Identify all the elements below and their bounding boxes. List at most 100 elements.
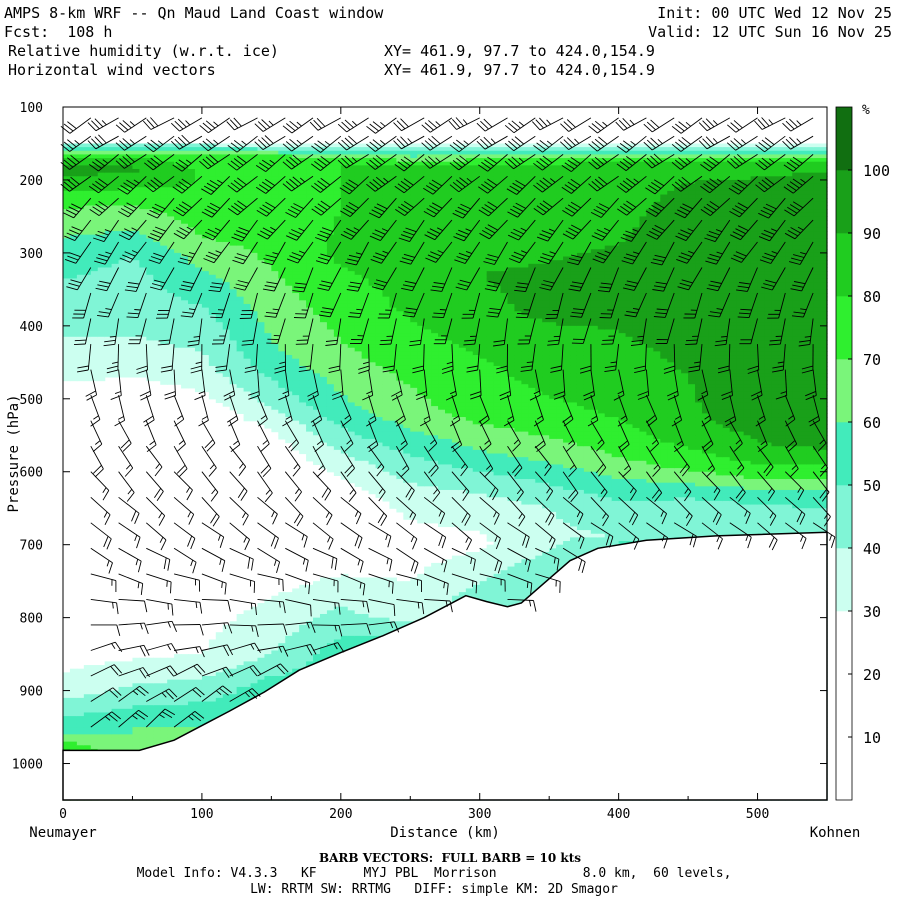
- rh-cell: [167, 657, 175, 662]
- rh-cell: [194, 355, 203, 360]
- rh-cell: [201, 307, 210, 312]
- rh-cell: [160, 300, 168, 305]
- rh-cell: [313, 176, 321, 181]
- rh-cell: [292, 384, 300, 389]
- rh-cell: [257, 307, 266, 312]
- rh-cell: [222, 387, 231, 393]
- rh-cell: [174, 344, 182, 349]
- rh-cell: [76, 694, 85, 699]
- rh-cell: [278, 661, 286, 666]
- rh-cell: [347, 329, 356, 334]
- rh-cell: [333, 468, 342, 473]
- rh-cell: [132, 209, 140, 214]
- rh-cell: [292, 227, 300, 232]
- rh-cell: [63, 209, 71, 214]
- rh-cell: [118, 223, 127, 228]
- rh-cell: [271, 176, 279, 181]
- rh-cell: [146, 358, 154, 363]
- rh-cell: [243, 672, 252, 677]
- rh-cell: [160, 201, 168, 207]
- rh-cell: [292, 424, 300, 429]
- rh-cell: [63, 730, 71, 735]
- rh-cell: [104, 329, 113, 334]
- rh-cell: [229, 624, 238, 630]
- rh-cell: [271, 282, 279, 287]
- rh-cell: [83, 296, 92, 301]
- rh-cell: [132, 668, 140, 673]
- rh-cell: [215, 245, 224, 250]
- rh-cell: [63, 223, 71, 228]
- rh-cell: [292, 336, 300, 342]
- rh-cell: [146, 176, 154, 181]
- rh-cell: [292, 665, 300, 670]
- rh-cell: [313, 628, 321, 633]
- rh-cell: [97, 289, 106, 294]
- rh-cell: [313, 314, 321, 320]
- rh-cell: [229, 333, 238, 338]
- rh-cell: [215, 212, 224, 218]
- rh-cell: [222, 220, 231, 225]
- rh-cell: [340, 271, 349, 276]
- rh-cell: [250, 369, 259, 374]
- rh-cell: [319, 362, 328, 367]
- rh-cell: [222, 212, 231, 218]
- rh-cell: [292, 628, 300, 633]
- rh-cell: [132, 158, 140, 163]
- rh-cell: [188, 198, 196, 203]
- rh-cell: [215, 227, 224, 232]
- rh-cell: [271, 344, 279, 349]
- rh-cell: [118, 271, 127, 276]
- rh-cell: [326, 212, 335, 218]
- rh-cell: [264, 187, 272, 192]
- rh-cell: [340, 617, 349, 622]
- rh-cell: [153, 158, 161, 163]
- rh-cell: [194, 365, 203, 371]
- rh-cell: [201, 285, 210, 290]
- rh-cell: [97, 158, 106, 163]
- rh-cell: [292, 373, 300, 378]
- rh-cell: [257, 256, 266, 261]
- rh-cell: [83, 150, 92, 156]
- rh-cell: [153, 318, 161, 323]
- rh-cell: [299, 194, 307, 199]
- rh-cell: [118, 285, 127, 290]
- rh-cell: [243, 267, 252, 272]
- rh-cell: [194, 289, 203, 294]
- rh-cell: [125, 223, 134, 228]
- rh-cell: [313, 613, 321, 619]
- rh-cell: [236, 263, 245, 269]
- rh-cell: [97, 329, 106, 334]
- rh-cell: [340, 278, 349, 283]
- rh-cell: [90, 179, 99, 185]
- rh-cell: [319, 340, 328, 345]
- rh-cell: [76, 209, 85, 214]
- rh-cell: [139, 260, 147, 265]
- rh-cell: [229, 260, 238, 265]
- rh-cell: [250, 365, 259, 371]
- rh-cell: [243, 300, 252, 305]
- rh-cell: [97, 351, 106, 356]
- rh-cell: [76, 274, 85, 280]
- rh-cell: [194, 358, 203, 363]
- rh-cell: [208, 639, 217, 644]
- rh-cell: [271, 603, 279, 608]
- rh-cell: [243, 183, 252, 188]
- rh-cell: [347, 387, 356, 393]
- rh-cell: [340, 147, 349, 152]
- rh-cell: [271, 373, 279, 378]
- rh-cell: [250, 646, 259, 652]
- rh-cell: [215, 147, 224, 152]
- rh-cell: [257, 318, 266, 323]
- rh-cell: [319, 333, 328, 338]
- rh-cell: [292, 435, 300, 440]
- rh-cell: [264, 179, 272, 185]
- rh-cell: [194, 165, 203, 170]
- rh-cell: [292, 209, 300, 214]
- rh-cell: [181, 293, 189, 298]
- rh-cell: [160, 234, 168, 239]
- rh-cell: [306, 198, 314, 203]
- rh-cell: [194, 143, 203, 148]
- rh-cell: [306, 650, 314, 655]
- rh-cell: [222, 694, 231, 699]
- rh-cell: [347, 453, 356, 458]
